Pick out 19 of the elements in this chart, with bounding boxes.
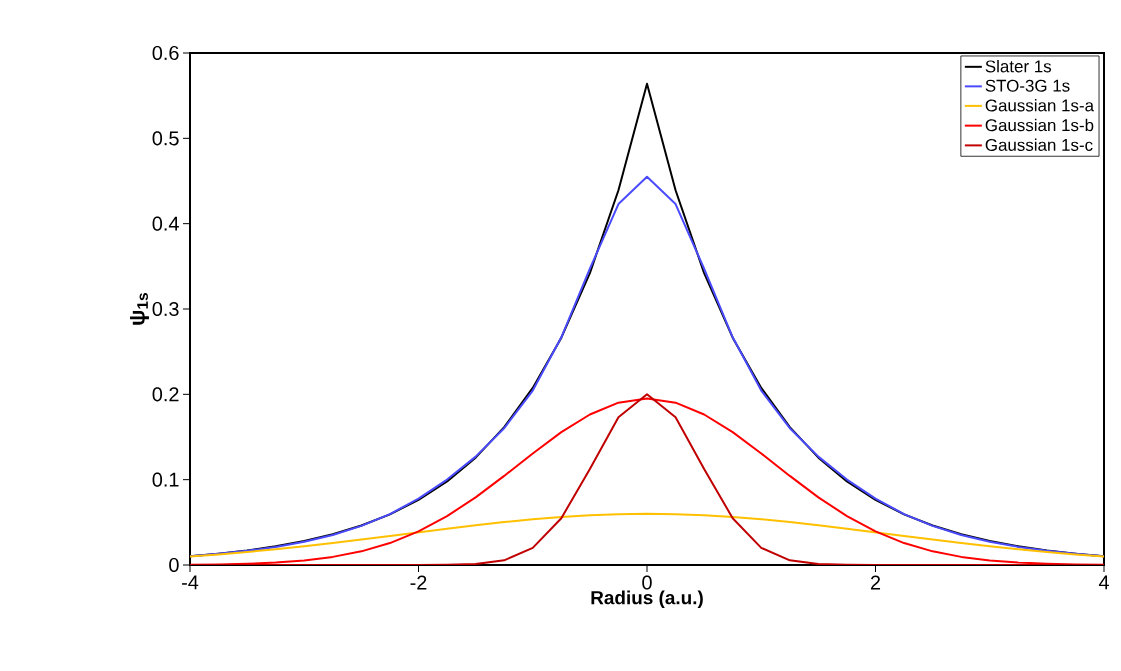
x-tick-label: 4 bbox=[1098, 575, 1109, 590]
legend-label: Slater 1s bbox=[985, 59, 1052, 73]
legend-label: Gaussian 1s-c bbox=[985, 138, 1093, 151]
legend-label: STO-3G 1s bbox=[985, 79, 1070, 92]
y-axis-title: ψ$_{1s}$ bbox=[130, 293, 149, 325]
x-tick-label: -2 bbox=[410, 575, 427, 590]
y-tick-label: 0.1 bbox=[152, 472, 179, 487]
x-axis-title: Radius (a.u.) bbox=[591, 590, 703, 609]
y-tick-label: 0.5 bbox=[152, 131, 179, 146]
x-tick-label: -4 bbox=[182, 575, 199, 590]
y-tick-label: 0.3 bbox=[152, 301, 179, 317]
y-tick-label: 0.6 bbox=[152, 45, 179, 61]
y-tick-label: 0.4 bbox=[152, 216, 179, 231]
legend-label: Gaussian 1s-a bbox=[985, 99, 1095, 112]
x-tick-label: 0 bbox=[642, 575, 652, 590]
y-tick-label: 0.2 bbox=[152, 387, 179, 402]
legend-label: Gaussian 1s-b bbox=[985, 118, 1094, 132]
y-tick-label: 0 bbox=[169, 557, 179, 573]
x-tick-label: 2 bbox=[870, 575, 881, 590]
